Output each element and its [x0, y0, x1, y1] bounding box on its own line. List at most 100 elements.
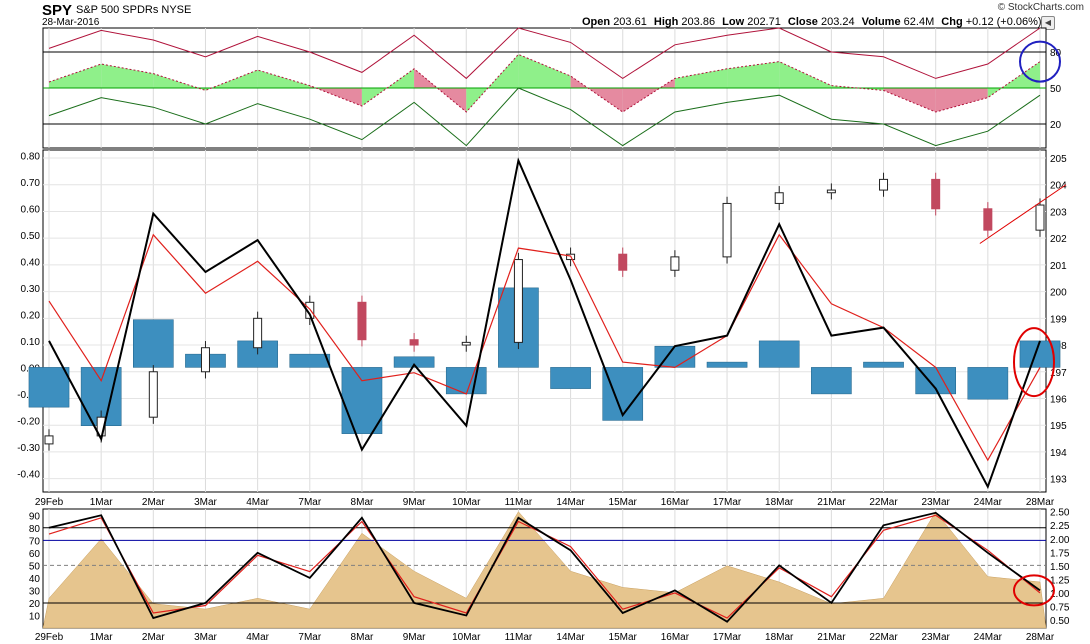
x-tick-mid-10: 14Mar — [556, 497, 585, 508]
top-fill-16 — [883, 88, 936, 112]
macd-histogram-bar-10 — [550, 367, 591, 389]
x-tick-mid-4: 4Mar — [246, 497, 269, 508]
bottom-annotation-circle — [1013, 574, 1055, 607]
macd-annotation-circle — [1013, 327, 1055, 398]
bottom-oscillator-line — [48, 511, 1041, 623]
mid-left-tick-12: -0.40 — [17, 469, 40, 480]
x-tick-mid-5: 7Mar — [298, 497, 321, 508]
security-name-text: S&P 500 SPDRs — [76, 4, 159, 16]
mid-left-tick-4: 0.40 — [21, 257, 41, 268]
low-label: Low — [722, 16, 745, 28]
candle-body-18 — [983, 208, 993, 231]
x-tick-mid-0: 29Feb — [35, 497, 64, 508]
chg-label: Chg — [941, 16, 963, 28]
macd-histogram-bar-13 — [706, 361, 748, 368]
top-fill-14 — [779, 61, 832, 88]
high-label: High — [653, 16, 679, 28]
x-tick-bottom-14: 18Mar — [765, 632, 794, 643]
price-trendline — [979, 184, 1067, 244]
close-label: Close — [787, 16, 818, 28]
top-fill-13 — [727, 61, 780, 88]
x-tick-bottom-1: 1Mar — [90, 632, 113, 643]
x-tick-mid-3: 3Mar — [194, 497, 217, 508]
top-lower-band — [48, 87, 1041, 147]
mid-right-tick-8: 197 — [1050, 368, 1067, 379]
mid-right-tick-3: 202 — [1050, 234, 1067, 245]
panel-frame-2 — [42, 149, 1047, 493]
mid-left-tick-6: 0.20 — [21, 310, 41, 321]
bottom-left-tick-5: 40 — [29, 574, 41, 585]
chg-value: +0.12 (+0.06%) — [965, 16, 1042, 28]
top-y-tick-80: 80 — [1050, 48, 1062, 59]
x-tick-mid-13: 17Mar — [713, 497, 742, 508]
mid-right-tick-0: 205 — [1050, 154, 1067, 165]
macd-histogram-bar-5 — [289, 353, 331, 368]
top-fill-1 — [101, 64, 154, 88]
chart-date: 28-Mar-2016 — [42, 17, 100, 28]
candle-body-11 — [618, 253, 628, 271]
top-y-tick-50: 50 — [1050, 84, 1062, 95]
top-annotation-circle — [1019, 40, 1061, 83]
open-label: Open — [582, 16, 611, 28]
macd-line — [48, 157, 1041, 490]
mid-right-tick-2: 203 — [1050, 207, 1067, 218]
mid-right-tick-1: 204 — [1050, 181, 1067, 192]
top-y-tick-20: 20 — [1050, 120, 1062, 131]
x-tick-bottom-8: 10Mar — [452, 632, 481, 643]
bottom-left-tick-7: 20 — [29, 599, 41, 610]
macd-histogram-bar-6 — [341, 367, 383, 434]
top-fill-0 — [49, 64, 102, 88]
bottom-right-tick-6: 1.00 — [1050, 589, 1070, 600]
top-fill-10 — [570, 76, 623, 112]
mid-left-tick-11: -0.30 — [17, 443, 40, 454]
candle-body-15 — [826, 189, 836, 194]
mid-right-tick-11: 194 — [1050, 448, 1067, 459]
x-tick-bottom-3: 3Mar — [194, 632, 217, 643]
top-upper-band — [48, 27, 1041, 80]
x-tick-bottom-13: 17Mar — [713, 632, 742, 643]
candle-body-4 — [253, 317, 263, 349]
bottom-right-tick-8: 0.50 — [1050, 616, 1070, 627]
mid-left-tick-2: 0.60 — [21, 204, 41, 215]
mid-left-tick-5: 0.30 — [21, 284, 41, 295]
quote-bar: Open 203.61 High 203.86 Low 202.71 Close… — [582, 16, 1046, 28]
macd-histogram-bar-18 — [967, 367, 1009, 400]
x-tick-mid-18: 24Mar — [974, 497, 1003, 508]
security-name: S&P 500 SPDRs NYSE — [76, 4, 191, 16]
x-tick-bottom-12: 16Mar — [661, 632, 690, 643]
mid-right-tick-6: 199 — [1050, 314, 1067, 325]
bottom-left-tick-2: 70 — [29, 536, 41, 547]
x-tick-bottom-7: 9Mar — [403, 632, 426, 643]
top-fill-4 — [257, 70, 310, 88]
x-tick-mid-2: 2Mar — [142, 497, 165, 508]
credit: © StockCharts.com — [997, 2, 1084, 13]
macd-histogram-bar-2 — [133, 319, 174, 368]
mid-right-tick-5: 200 — [1050, 288, 1067, 299]
candle-body-3 — [200, 347, 210, 373]
bottom-left-tick-8: 10 — [29, 611, 41, 622]
scroll-right-icon[interactable]: ◀ — [1041, 16, 1055, 30]
mid-right-tick-10: 195 — [1050, 421, 1067, 432]
macd-histogram-bar-15 — [811, 367, 852, 395]
x-tick-bottom-0: 29Feb — [35, 632, 64, 643]
candle-body-8 — [461, 341, 471, 346]
bottom-right-tick-3: 1.75 — [1050, 548, 1070, 559]
macd-histogram-bar-16 — [863, 361, 904, 368]
open-value: 203.61 — [613, 16, 647, 28]
candle-body-6 — [357, 301, 367, 341]
x-tick-mid-6: 8Mar — [351, 497, 374, 508]
x-tick-bottom-10: 14Mar — [556, 632, 585, 643]
candle-body-14 — [774, 192, 784, 204]
close-value: 203.24 — [820, 16, 855, 28]
x-tick-bottom-15: 21Mar — [817, 632, 846, 643]
top-fill-9 — [518, 54, 571, 88]
candle-body-0 — [44, 435, 54, 445]
bottom-right-tick-2: 2.00 — [1050, 535, 1070, 546]
candle-body-19 — [1035, 204, 1045, 231]
top-fill-12 — [674, 68, 728, 88]
mid-left-tick-3: 0.50 — [21, 231, 41, 242]
top-fill-5 — [309, 85, 362, 106]
mid-right-tick-12: 193 — [1050, 475, 1067, 486]
mid-left-tick-1: 0.70 — [21, 178, 41, 189]
top-fill-18 — [987, 61, 1040, 98]
